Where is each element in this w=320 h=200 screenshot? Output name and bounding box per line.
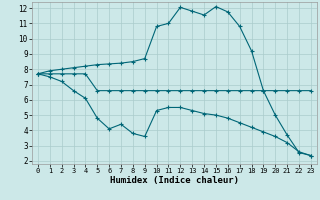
X-axis label: Humidex (Indice chaleur): Humidex (Indice chaleur) [110,176,239,185]
